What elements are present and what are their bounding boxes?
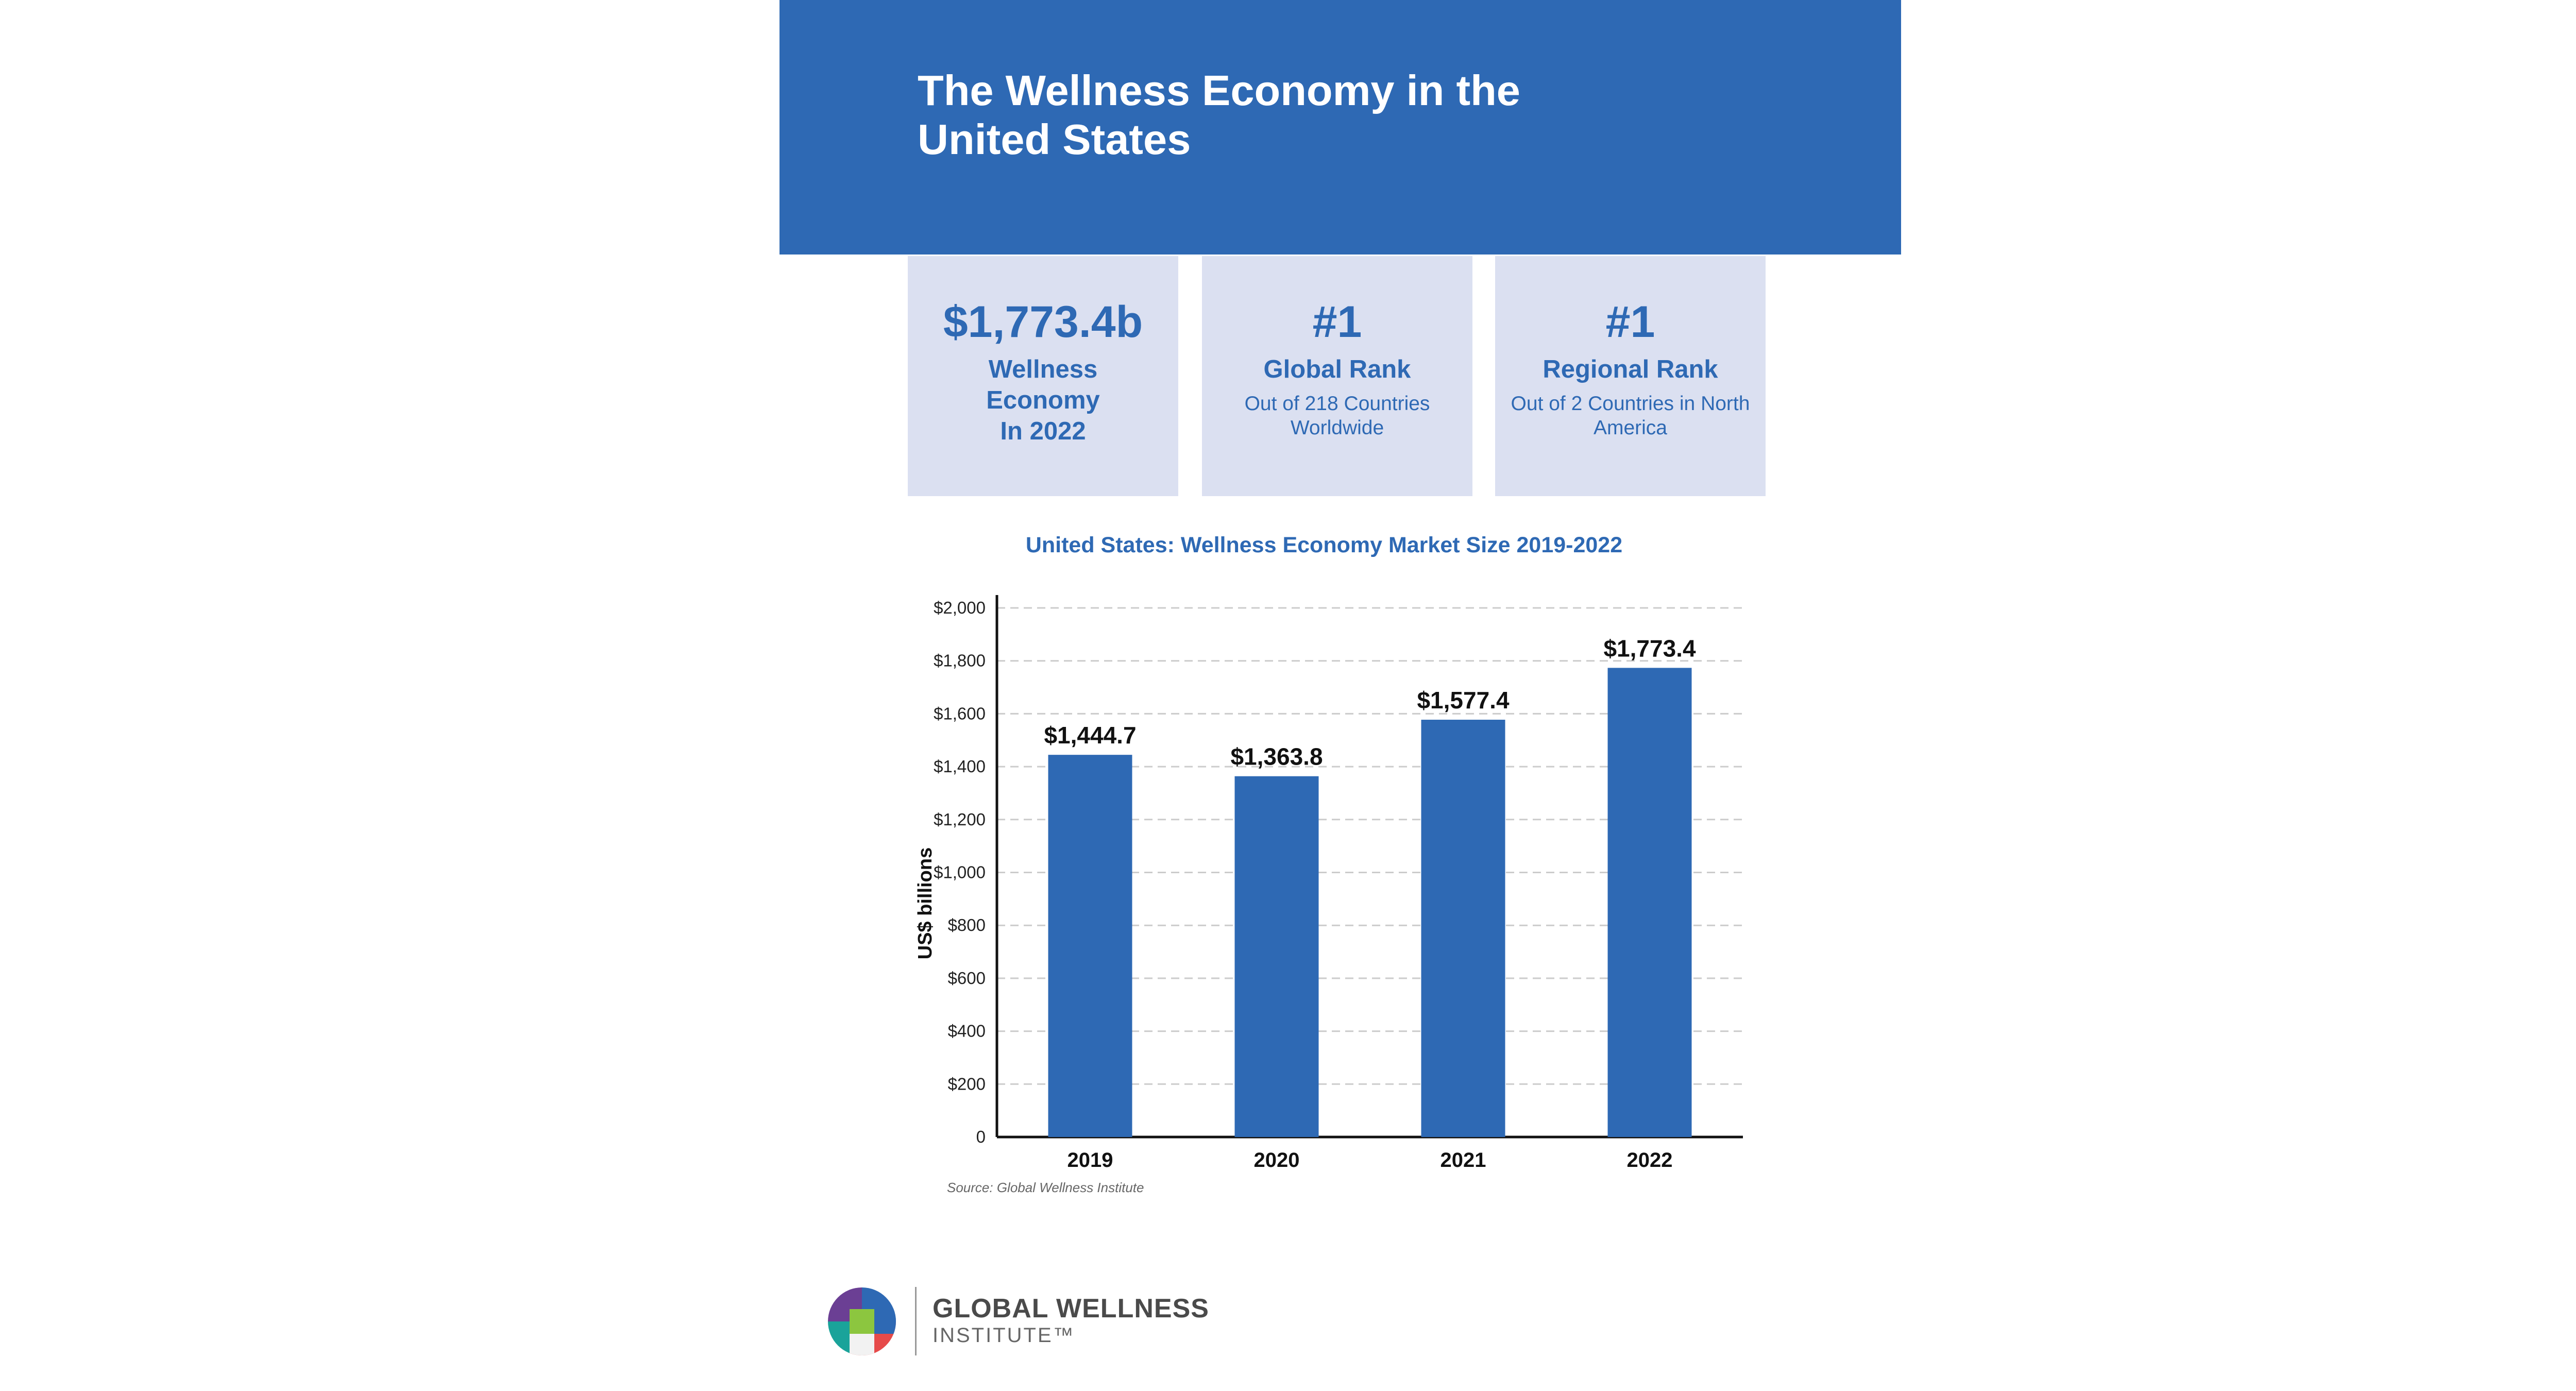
bar	[1048, 755, 1132, 1137]
bar	[1421, 720, 1505, 1137]
y-tick-label: $1,800	[934, 651, 986, 670]
bar-value-label: $1,363.8	[1230, 743, 1323, 770]
stat-label: Global Rank	[1263, 355, 1411, 383]
stat-sublabel: Out of 218 Countries Worldwide	[1244, 393, 1430, 439]
y-tick-label: 0	[976, 1127, 986, 1146]
y-tick-label: $800	[948, 915, 986, 935]
stat-sublabel: Out of 2 Countries in North America	[1511, 393, 1750, 439]
gwi-logo-icon	[828, 1287, 896, 1355]
bar-value-label: $1,577.4	[1417, 687, 1509, 714]
bar-value-label: $1,773.4	[1603, 635, 1696, 661]
y-tick-label: $2,000	[934, 598, 986, 617]
stat-card-economy: $1,773.4b Wellness Economy In 2022	[908, 256, 1178, 496]
chart-title: United States: Wellness Economy Market S…	[1025, 533, 1623, 557]
bar	[1234, 776, 1319, 1137]
x-tick-label: 2022	[1627, 1149, 1673, 1172]
logo-text-primary: GLOBAL WELLNESS	[933, 1294, 1209, 1324]
bar-value-label: $1,444.7	[1044, 722, 1136, 749]
page-title: The Wellness Economy in the United State…	[918, 66, 1520, 163]
stat-value: #1	[1312, 297, 1362, 347]
bar	[1607, 668, 1692, 1137]
x-tick-label: 2021	[1440, 1149, 1486, 1172]
y-tick-label: $400	[948, 1022, 986, 1041]
y-tick-label: $1,200	[934, 810, 986, 829]
stat-value: #1	[1605, 297, 1655, 347]
y-tick-label: $1,000	[934, 863, 986, 882]
logo-text-secondary: INSTITUTE™	[933, 1324, 1075, 1347]
y-axis-label: US$ billions	[914, 847, 936, 959]
chart-source: Source: Global Wellness Institute	[947, 1180, 1144, 1195]
y-tick-label: $1,600	[934, 704, 986, 723]
x-tick-label: 2020	[1254, 1149, 1300, 1172]
x-tick-label: 2019	[1067, 1149, 1113, 1172]
stat-label: Wellness Economy In 2022	[986, 355, 1100, 445]
y-tick-label: $200	[948, 1074, 986, 1093]
stat-card-global-rank: #1 Global Rank Out of 218 Countries Worl…	[1202, 256, 1472, 496]
stat-card-regional-rank: #1 Regional Rank Out of 2 Countries in N…	[1495, 256, 1766, 496]
logo-divider	[915, 1287, 917, 1355]
stat-value: $1,773.4b	[943, 297, 1143, 347]
stat-label: Regional Rank	[1543, 355, 1718, 383]
y-tick-label: $1,400	[934, 757, 986, 776]
header-banner: The Wellness Economy in the United State…	[779, 0, 1901, 255]
y-tick-label: $600	[948, 969, 986, 988]
